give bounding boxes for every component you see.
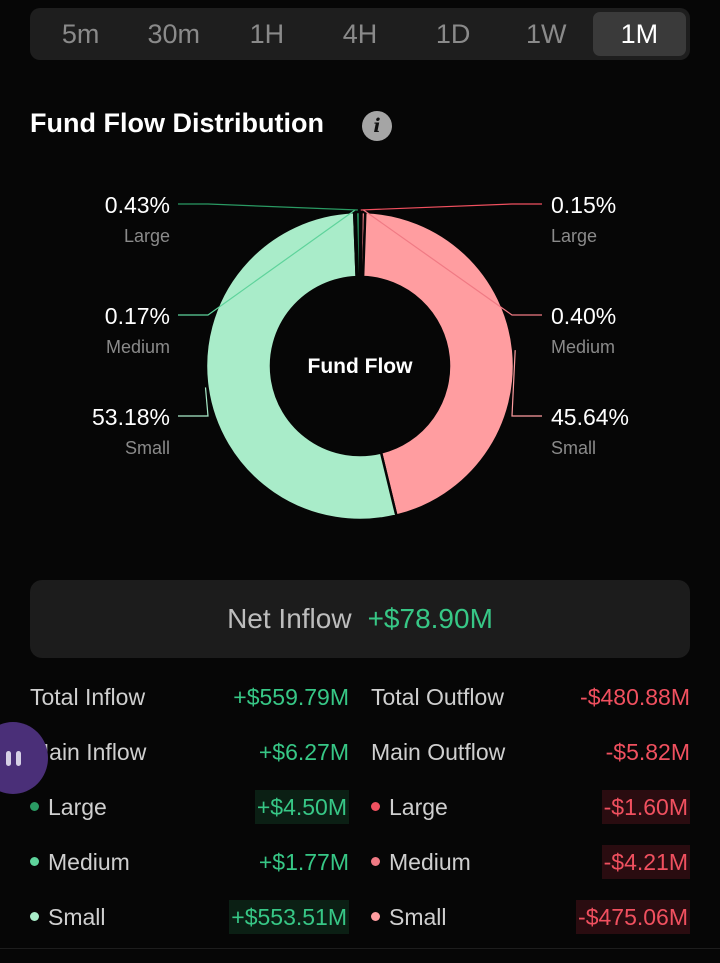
slice-outflow-large-label: Large: [551, 226, 598, 246]
table-row-medium: Medium +$1.77M Medium -$4.21M: [30, 845, 690, 885]
tab-1d[interactable]: 1D: [435, 18, 471, 49]
medium-outflow-dot-icon: [371, 857, 380, 867]
main-inflow-value: +$6.27M: [258, 739, 349, 765]
slice-inflow-large-percent: 0.43%: [104, 192, 170, 218]
net-inflow-value: +$78.90M: [367, 603, 493, 634]
net-inflow-label: Net Inflow: [227, 603, 352, 634]
slice-outflow-medium-percent: 0.40%: [551, 303, 617, 329]
main-outflow-value: -$5.82M: [605, 739, 690, 765]
large-inflow-dot-icon: [30, 802, 39, 812]
leader-line-outflow-medium: [363, 209, 542, 316]
leader-line-inflow-small: [178, 387, 209, 417]
donut-slice-outflow-small: [361, 210, 516, 518]
net-inflow-box: Net Inflow +$78.90M: [30, 580, 690, 658]
tab-1m[interactable]: 1M: [592, 12, 686, 56]
donut-center-label: Fund Flow: [307, 355, 413, 378]
floating-assistant-bubble[interactable]: [0, 722, 48, 794]
divider: [0, 948, 720, 949]
large-inflow-value: +$4.50M: [254, 790, 349, 824]
main-inflow-label: Main Inflow: [30, 739, 147, 765]
slice-inflow-medium-percent: 0.17%: [104, 303, 170, 329]
slice-outflow-small-percent: 45.64%: [551, 404, 630, 430]
large-inflow-label: Large: [30, 790, 107, 824]
small-outflow-dot-icon: [371, 912, 380, 922]
slice-inflow-large-label: Large: [123, 226, 170, 246]
tab-4h[interactable]: 4H: [342, 18, 378, 49]
donut-slice-inflow-small: [204, 210, 398, 522]
fund-flow-donut-chart: [178, 203, 542, 522]
small-inflow-label: Small: [30, 900, 106, 934]
slice-outflow-medium-label: Medium: [551, 337, 616, 357]
medium-outflow-value: -$4.21M: [601, 845, 690, 879]
main-outflow-label: Main Outflow: [371, 739, 506, 765]
tab-1w[interactable]: 1W: [526, 18, 567, 49]
slice-inflow-medium-label: Medium: [105, 337, 170, 357]
slice-inflow-small-percent: 53.18%: [91, 404, 170, 430]
total-inflow-value: +$559.79M: [233, 684, 349, 710]
leader-line-inflow-medium: [178, 209, 356, 316]
tab-5m[interactable]: 5m: [61, 18, 100, 49]
small-inflow-value: +$553.51M: [229, 900, 349, 934]
small-inflow-dot-icon: [30, 912, 39, 922]
total-outflow-value: -$480.88M: [580, 684, 690, 710]
donut-slice-inflow-large: [354, 210, 362, 279]
pause-bar-icon: [15, 750, 21, 766]
leader-line-outflow-large: [360, 203, 542, 211]
medium-outflow-label: Medium: [371, 845, 471, 879]
timeframe-tabs: 5m 30m 1H 4H 1D 1W 1M: [30, 8, 690, 60]
medium-inflow-label: Medium: [30, 845, 130, 879]
section-title: Fund Flow Distribution: [30, 108, 324, 138]
leader-line-outflow-small: [511, 350, 542, 417]
table-row-total: Total Inflow +$559.79M Total Outflow -$4…: [30, 680, 690, 720]
info-icon[interactable]: i: [362, 111, 392, 141]
medium-inflow-value: +$1.77M: [258, 849, 349, 875]
leader-line-inflow-large: [178, 203, 358, 211]
pause-bar-icon: [5, 750, 11, 766]
table-row-main: Main Inflow +$6.27M Main Outflow -$5.82M: [30, 735, 690, 775]
total-inflow-label: Total Inflow: [30, 684, 146, 710]
table-row-small: Small +$553.51M Small -$475.06M: [30, 900, 690, 940]
large-outflow-value: -$1.60M: [601, 790, 690, 824]
slice-outflow-small-label: Small: [551, 438, 597, 458]
large-outflow-dot-icon: [371, 802, 380, 812]
tab-1h[interactable]: 1H: [249, 18, 285, 49]
large-outflow-label: Large: [371, 790, 448, 824]
small-outflow-value: -$475.06M: [576, 900, 690, 934]
slice-inflow-small-label: Small: [124, 438, 170, 458]
small-outflow-label: Small: [371, 900, 447, 934]
slice-outflow-large-percent: 0.15%: [551, 192, 617, 218]
tab-30m[interactable]: 30m: [147, 18, 200, 49]
table-row-large: Large +$4.50M Large -$1.60M: [30, 790, 690, 830]
total-outflow-label: Total Outflow: [371, 684, 504, 710]
medium-inflow-dot-icon: [30, 857, 39, 867]
